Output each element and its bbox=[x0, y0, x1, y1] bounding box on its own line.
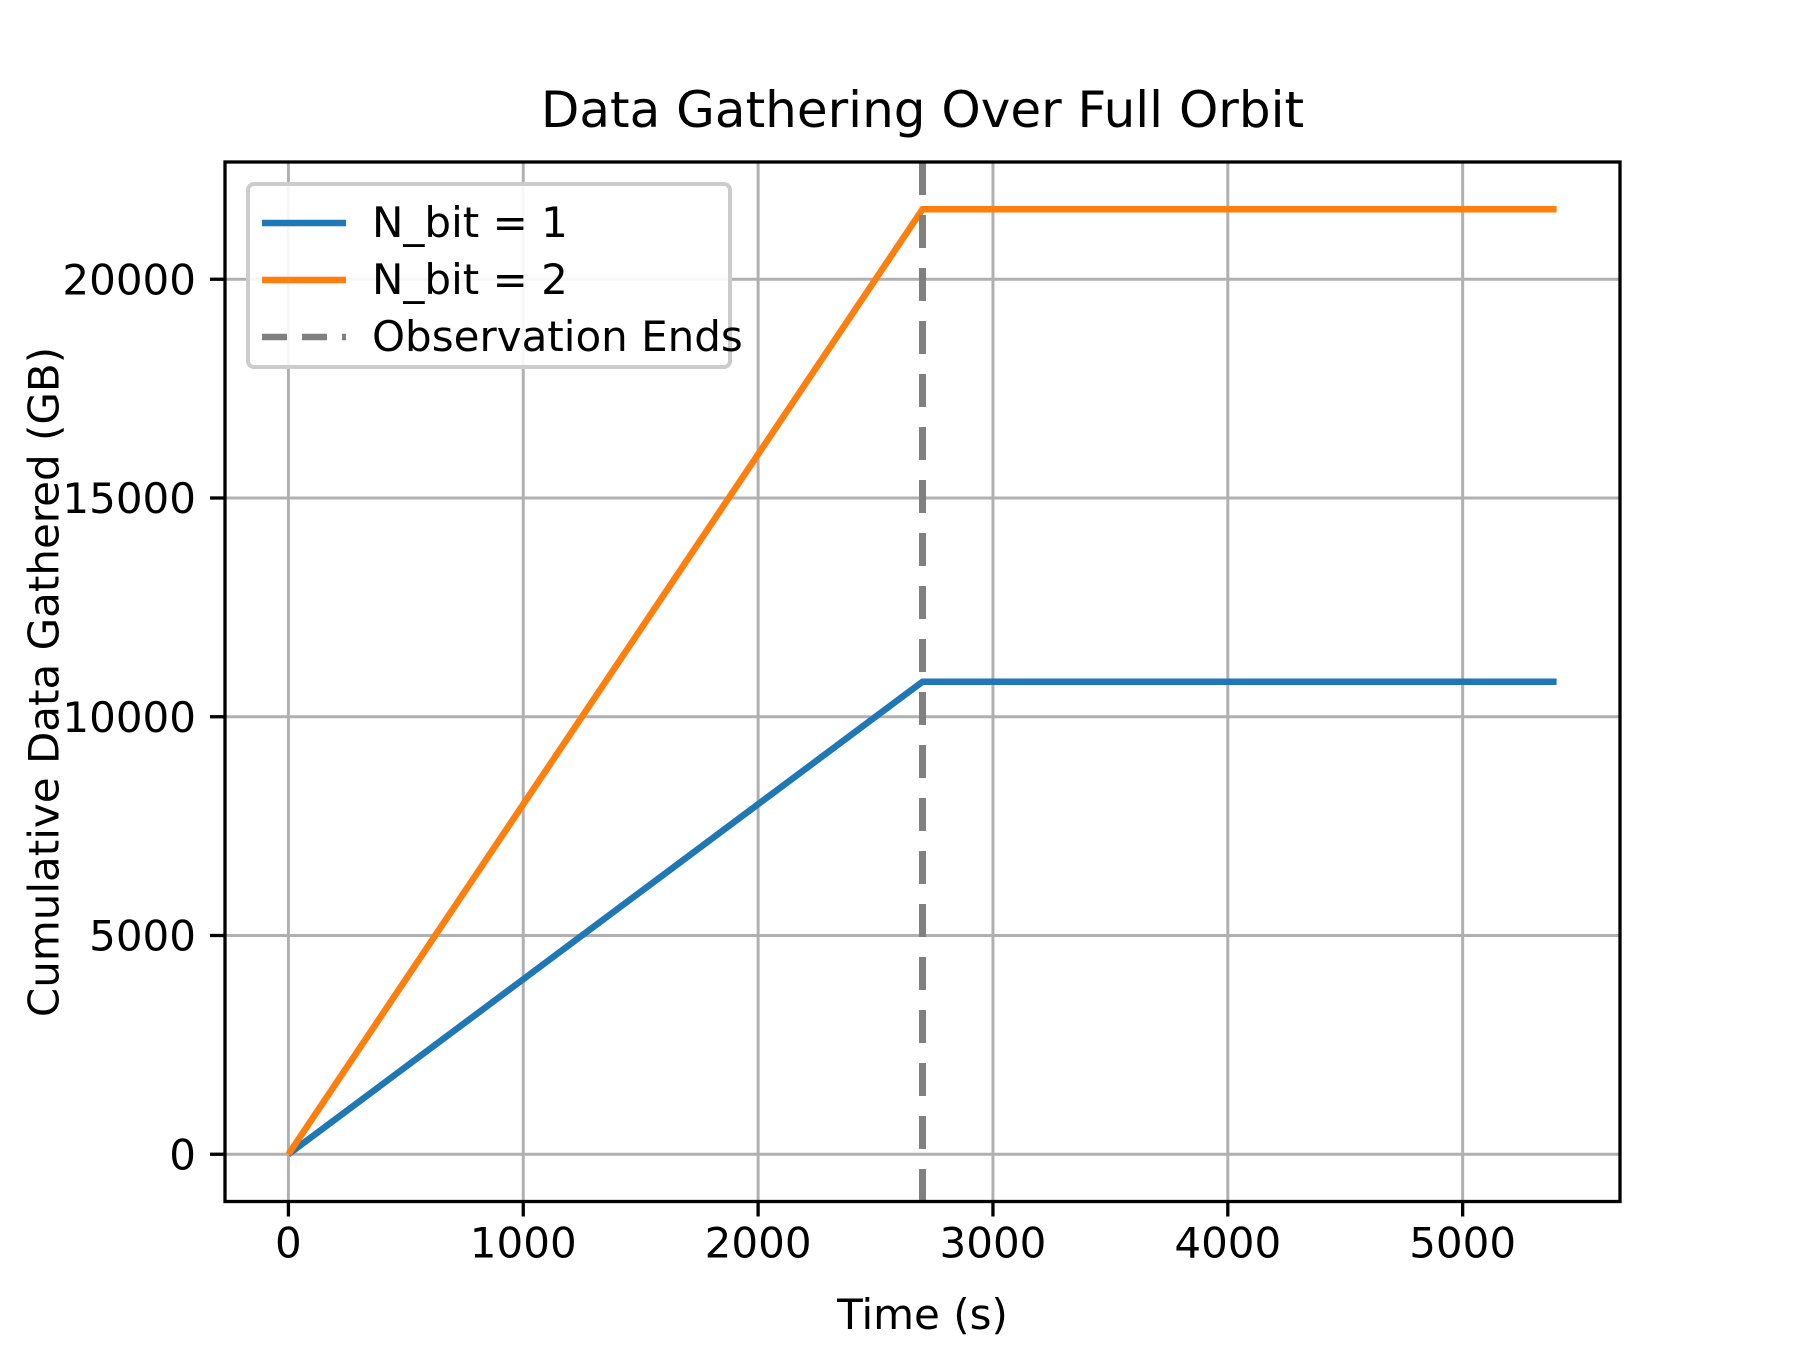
legend-item-observation-ends: Observation Ends bbox=[262, 308, 743, 365]
y-tick-label: 15000 bbox=[62, 474, 196, 523]
x-tick-label: 0 bbox=[275, 1219, 302, 1268]
y-tick-label: 5000 bbox=[89, 912, 196, 961]
legend: N_bit = 1 N_bit = 2 Observation Ends bbox=[246, 182, 743, 369]
legend-line-sample-nbit-1 bbox=[262, 219, 346, 226]
chart-title: Data Gathering Over Full Orbit bbox=[540, 81, 1305, 139]
y-tick-label: 10000 bbox=[62, 693, 196, 742]
series-layer bbox=[285, 162, 1557, 1202]
x-tick-label: 4000 bbox=[1174, 1219, 1281, 1268]
x-tick-label: 5000 bbox=[1409, 1219, 1516, 1268]
series-line-2 bbox=[285, 206, 1557, 1157]
legend-label-nbit-2: N_bit = 2 bbox=[372, 254, 568, 304]
legend-label-nbit-1: N_bit = 1 bbox=[372, 197, 568, 247]
x-axis-label: Time (s) bbox=[837, 1290, 1008, 1339]
y-tick-label: 0 bbox=[169, 1130, 196, 1179]
axes-spines bbox=[223, 160, 1622, 1204]
legend-dashed-sample bbox=[262, 333, 346, 340]
x-tick-label: 1000 bbox=[470, 1219, 577, 1268]
y-tick-label: 20000 bbox=[62, 255, 196, 304]
axes-layer: 0 1000 2000 3000 4000 5000 0 5000 10000 15000 2000… bbox=[62, 160, 1622, 1268]
x-tick-label: 3000 bbox=[940, 1219, 1047, 1268]
legend-line-sample-nbit-2 bbox=[262, 276, 346, 283]
y-axis-label: Cumulative Data Gathered (GB) bbox=[19, 346, 69, 1018]
series-line-1 bbox=[286, 678, 1557, 1157]
x-tick-label: 2000 bbox=[705, 1219, 812, 1268]
legend-item-nbit-1: N_bit = 1 bbox=[262, 194, 728, 251]
legend-item-nbit-2: N_bit = 2 bbox=[262, 251, 728, 308]
legend-label-observation-ends: Observation Ends bbox=[372, 311, 743, 361]
